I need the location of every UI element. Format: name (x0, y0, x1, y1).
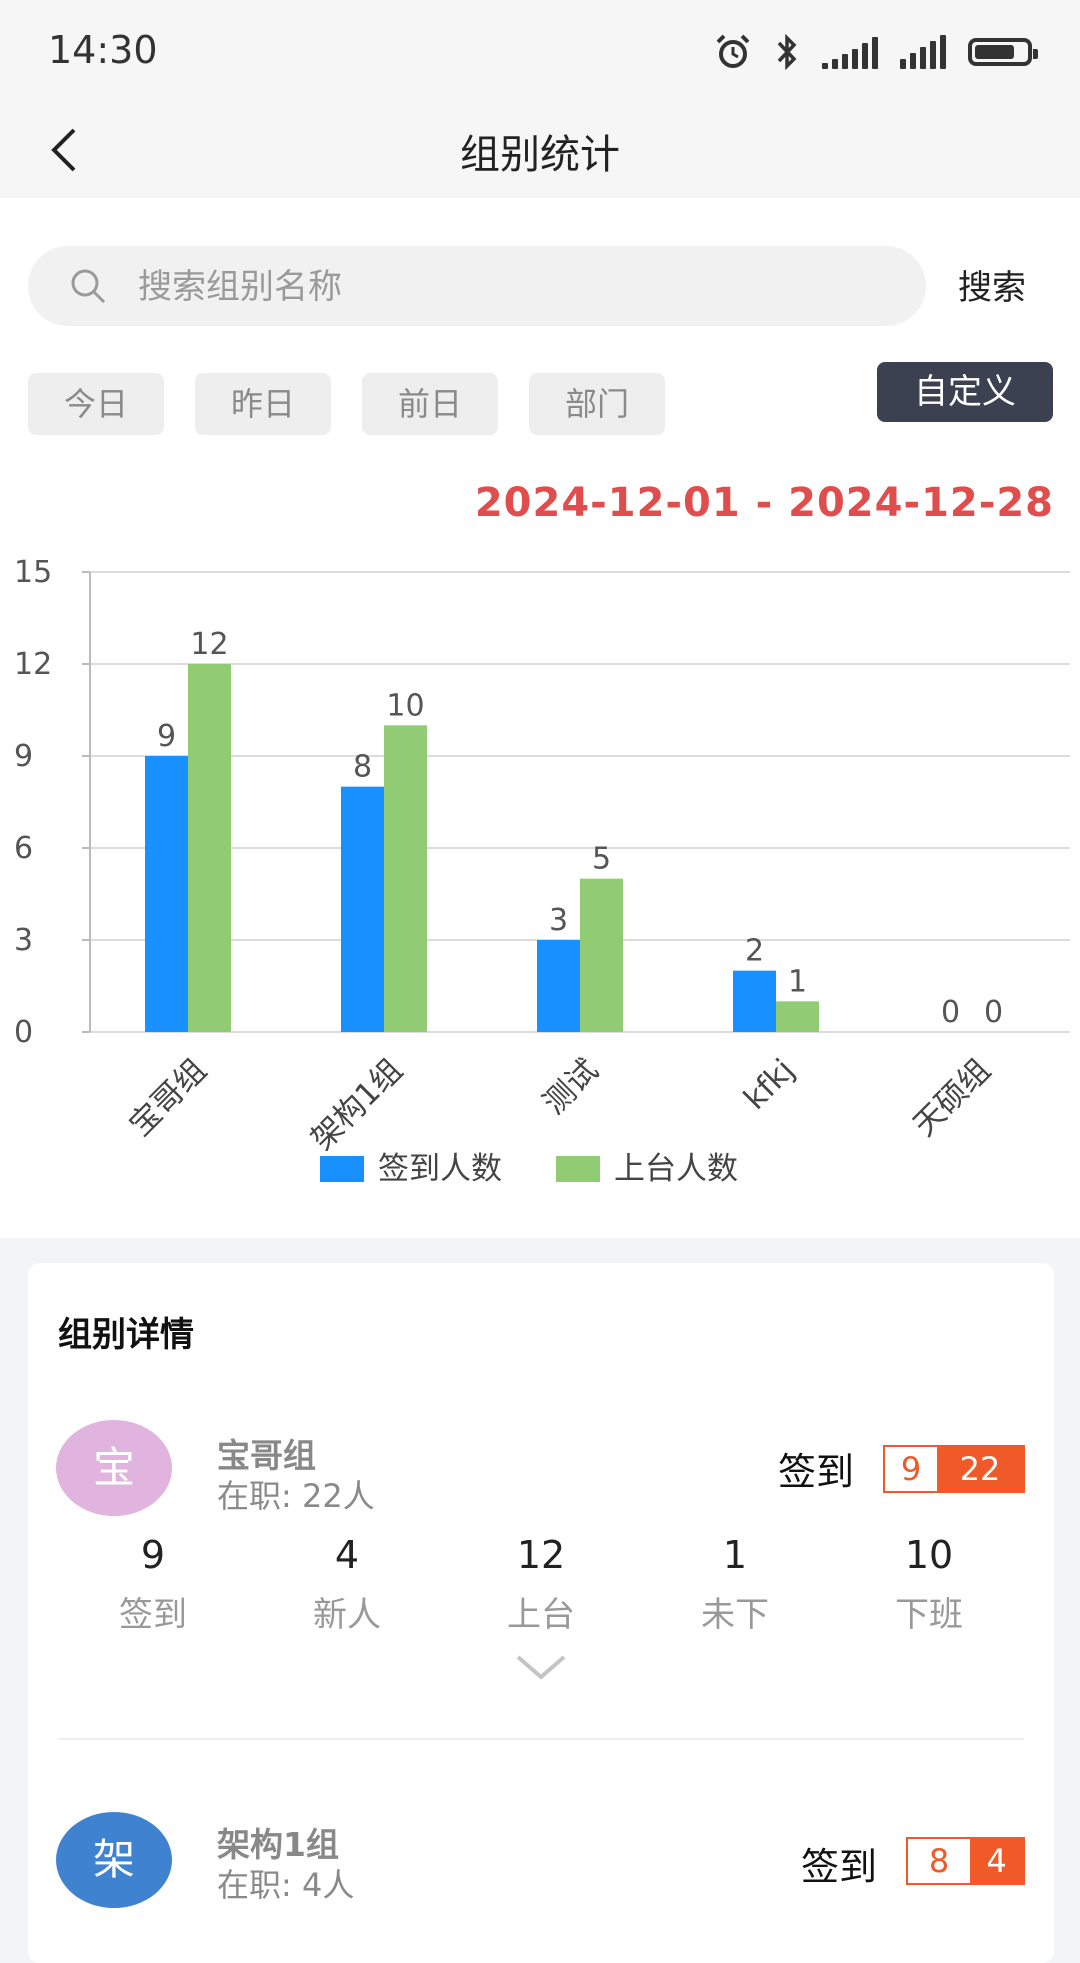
stat-off-duty: 10 下班 (854, 1533, 1004, 1636)
group-detail-card: 组别详情 宝 宝哥组 在职: 22人 签到 9 22 9 签到 4 新人 12 … (28, 1263, 1054, 1963)
group-staff-count: 在职: 22人 (217, 1477, 375, 1515)
sign-in-label: 签到 (778, 1450, 855, 1494)
x-tick-label: 宝哥组 (122, 1052, 213, 1143)
badge-signed: 8 (908, 1839, 970, 1883)
x-tick-label: kfkj (737, 1052, 802, 1117)
filter-yesterday-button[interactable]: 昨日 (195, 373, 331, 435)
bar-value-label: 10 (386, 688, 424, 723)
bar (341, 786, 384, 1032)
bluetooth-icon (777, 33, 797, 71)
date-range: 2024-12-01 - 2024-12-28 (474, 480, 1054, 526)
section-title: 组别详情 (58, 1315, 194, 1355)
divider (58, 1738, 1024, 1740)
custom-range-button[interactable]: 自定义 (877, 362, 1053, 422)
stat-label: 上台 (507, 1595, 575, 1635)
chevron-down-icon[interactable] (514, 1651, 568, 1685)
badge-total: 22 (959, 1450, 1001, 1488)
bar-value-label: 12 (190, 627, 228, 662)
filter-day-before-button[interactable]: 前日 (362, 373, 498, 435)
status-bar: 14:30 (0, 0, 1080, 100)
stat-onstage: 12 上台 (466, 1533, 616, 1636)
signal-icon (822, 35, 878, 69)
stat-signin: 9 签到 (78, 1533, 228, 1636)
bar (145, 756, 188, 1032)
group-avatar: 宝 (56, 1420, 172, 1516)
bar (537, 940, 580, 1032)
y-tick-label: 9 (14, 739, 33, 774)
status-icons (714, 30, 1038, 74)
bar (776, 1001, 819, 1032)
page-title: 组别统计 (460, 132, 620, 178)
y-tick-label: 12 (14, 647, 52, 682)
legend-swatch (556, 1156, 600, 1182)
stat-label: 未下 (701, 1595, 769, 1635)
y-tick-label: 3 (14, 923, 33, 958)
bar (580, 878, 623, 1032)
stat-value: 9 (140, 1533, 166, 1577)
bar-value-label: 1 (788, 964, 807, 999)
group-staff-count: 在职: 4人 (217, 1866, 355, 1904)
alarm-icon (716, 34, 750, 68)
stat-value: 1 (722, 1533, 748, 1577)
bar (384, 725, 427, 1032)
sign-in-badge: 8 4 (906, 1837, 1025, 1885)
legend-label: 签到人数 (378, 1151, 502, 1187)
bar-value-label: 0 (941, 995, 960, 1030)
stat-value: 12 (516, 1533, 566, 1577)
group-avatar: 架 (56, 1812, 172, 1908)
stat-not-off: 1 未下 (660, 1533, 810, 1636)
filter-today-button[interactable]: 今日 (28, 373, 164, 435)
status-time: 14:30 (48, 28, 158, 72)
back-arrow-icon[interactable] (40, 120, 100, 180)
sign-in-badge: 9 22 (883, 1445, 1025, 1493)
bar-value-label: 3 (549, 903, 568, 938)
bar-value-label: 9 (157, 719, 176, 754)
x-tick-label: 测试 (536, 1052, 605, 1121)
legend-swatch (320, 1156, 364, 1182)
bar-value-label: 2 (745, 934, 764, 969)
battery-icon (968, 38, 1038, 66)
search-icon (71, 269, 106, 304)
group-name[interactable]: 宝哥组 (217, 1436, 316, 1475)
badge-total: 4 (986, 1842, 1007, 1880)
stat-label: 下班 (895, 1595, 963, 1635)
legend-label: 上台人数 (614, 1151, 738, 1187)
group-name[interactable]: 架构1组 (217, 1825, 339, 1864)
y-tick-label: 6 (14, 831, 33, 866)
bar-value-label: 8 (353, 750, 372, 785)
x-tick-label: 天硕组 (906, 1052, 997, 1143)
nav-bar: 组别统计 (0, 100, 1080, 198)
search-button[interactable]: 搜索 (958, 268, 1026, 308)
y-tick-label: 15 (14, 555, 52, 590)
search-input[interactable] (136, 246, 900, 328)
bar (733, 970, 776, 1032)
bar-value-label: 0 (984, 995, 1003, 1030)
stat-value: 10 (904, 1533, 954, 1577)
stat-newcomer: 4 新人 (272, 1533, 422, 1636)
stat-label: 签到 (119, 1595, 187, 1635)
bar-value-label: 5 (592, 842, 611, 877)
search-box (28, 246, 926, 328)
stat-value: 4 (334, 1533, 360, 1577)
main-panel: 搜索 今日 昨日 前日 部门 自定义 2024-12-01 - 2024-12-… (0, 198, 1080, 1238)
stat-label: 新人 (313, 1595, 381, 1635)
filter-department-button[interactable]: 部门 (529, 373, 665, 435)
bar (188, 664, 231, 1032)
y-tick-label: 0 (14, 1015, 33, 1050)
sign-in-label: 签到 (801, 1845, 878, 1889)
x-tick-label: 架构1组 (304, 1052, 409, 1157)
badge-signed: 9 (885, 1447, 937, 1491)
signal-icon (900, 35, 946, 69)
